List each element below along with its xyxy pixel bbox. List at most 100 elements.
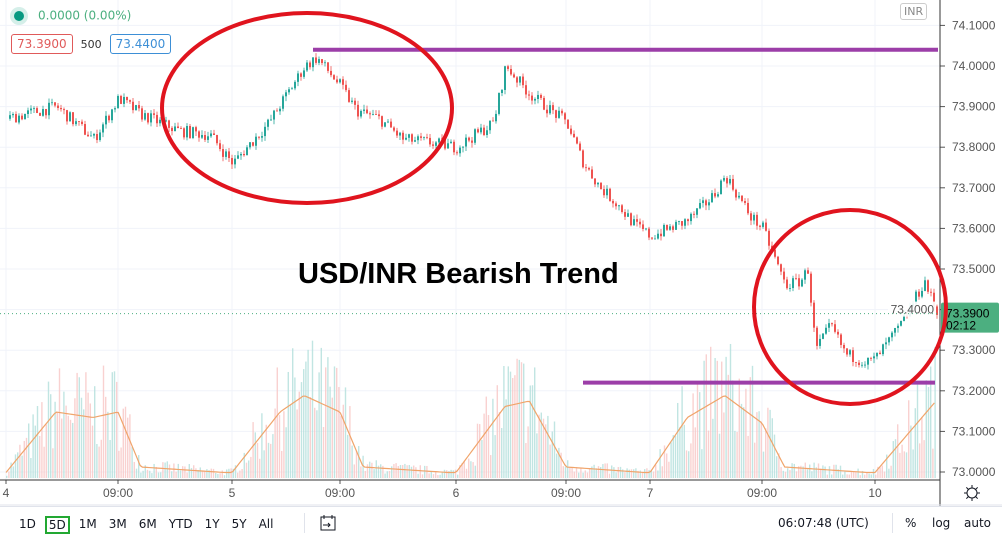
divider (892, 513, 893, 533)
volume-bar (661, 466, 663, 478)
candle-body (816, 327, 818, 346)
candle-body (774, 249, 776, 257)
date-range-icon[interactable] (320, 514, 336, 535)
volume-bar (527, 426, 529, 478)
volume-bar (300, 382, 303, 478)
candle-body (651, 237, 653, 239)
candle-body (507, 66, 509, 69)
candle-body (612, 200, 614, 204)
volume-bar (63, 391, 65, 478)
volume-bar (424, 465, 426, 478)
y-tick-label: 74.1000 (952, 18, 996, 32)
volume-bar (531, 385, 534, 478)
candle-body (564, 113, 566, 120)
timeframe-all[interactable]: All (258, 517, 274, 531)
candle-body (150, 113, 152, 123)
percent-toggle[interactable]: % (905, 516, 917, 530)
price-change: 0.0000 (0.00%) (38, 8, 132, 23)
volume-bar (886, 454, 888, 478)
candle-body (702, 200, 704, 204)
candle-body (534, 98, 536, 101)
timeframe-1y[interactable]: 1Y (204, 517, 220, 531)
buy-button[interactable]: 73.4400 (109, 34, 172, 54)
x-tick-label: 10 (868, 486, 882, 500)
candle-body (411, 134, 413, 142)
volume-bar (474, 465, 476, 478)
candle-body (114, 108, 116, 110)
volume-bar (701, 449, 703, 478)
volume-bar (578, 472, 580, 478)
volume-bar (751, 365, 754, 478)
volume-bar (930, 366, 932, 478)
volume-bar (824, 466, 826, 478)
timeframe-5y[interactable]: 5Y (231, 517, 247, 531)
candle-body (744, 201, 746, 203)
volume-bar (281, 450, 283, 478)
candle-body (198, 131, 200, 138)
log-toggle[interactable]: log (932, 516, 951, 530)
volume-bar (674, 435, 677, 478)
candle-body (804, 270, 806, 280)
volume-bar (89, 403, 91, 478)
volume-bar (131, 446, 133, 478)
volume-bar (919, 443, 921, 478)
volume-bar (318, 372, 320, 478)
currency-badge[interactable]: INR (900, 3, 928, 20)
volume-bar (34, 425, 36, 478)
candle-body (714, 193, 716, 197)
volume-bar (769, 409, 771, 478)
volume-bar (589, 468, 591, 478)
volume-bar (395, 463, 397, 478)
candle-body (642, 224, 644, 230)
candle-body (795, 278, 797, 279)
volume-bar (325, 367, 327, 478)
timeframe-1m[interactable]: 1M (78, 517, 97, 531)
volume-bar (175, 471, 177, 478)
volume-bar (793, 463, 795, 478)
volume-bar (910, 425, 912, 478)
volume-bar (663, 445, 666, 478)
candle-body (927, 280, 929, 292)
volume-bar (294, 377, 296, 478)
volume-bar (179, 470, 182, 478)
volume-bar (83, 409, 85, 478)
candle-body (915, 291, 917, 304)
volume-bar (820, 468, 822, 478)
volume-bar (512, 378, 514, 478)
candle-body (117, 95, 119, 109)
candle-body (792, 278, 794, 289)
candle-body (882, 344, 884, 355)
volume-bar (364, 470, 366, 478)
timeframe-ytd[interactable]: YTD (168, 517, 193, 531)
timeframe-5d[interactable]: 5D (44, 516, 70, 534)
sell-button[interactable]: 73.3900 (11, 34, 73, 54)
volume-bar (204, 470, 206, 478)
volume-bar (360, 466, 362, 478)
y-tick-label: 73.7000 (952, 181, 996, 195)
volume-bar (534, 367, 536, 478)
candle-body (93, 134, 95, 136)
candle-body (219, 143, 221, 150)
volume-bar (901, 444, 903, 478)
candle-body (708, 202, 710, 206)
candle-body (213, 133, 215, 136)
volume-bar (496, 385, 498, 478)
candle-body (123, 96, 125, 104)
candle-body (918, 291, 920, 297)
candle-body (543, 97, 545, 110)
volume-bar (580, 468, 582, 478)
volume-bar (329, 386, 331, 478)
volume-bar (509, 371, 512, 478)
clock[interactable]: 06:07:48 (UTC) (778, 516, 869, 530)
timeframe-6m[interactable]: 6M (138, 517, 157, 531)
settings-icon[interactable] (964, 485, 980, 501)
timeframe-3m[interactable]: 3M (108, 517, 127, 531)
volume-bar (556, 453, 558, 478)
price-chart[interactable]: 4 09:00 5 09:00 6 09:00 7 09:00 10 74.1000 74.0000… (0, 0, 1002, 506)
candle-body (936, 306, 938, 315)
candle-body (660, 233, 662, 237)
candle-body (45, 109, 47, 116)
auto-toggle[interactable]: auto (964, 516, 992, 530)
volume-bar (683, 424, 685, 478)
timeframe-1d[interactable]: 1D (19, 517, 36, 531)
